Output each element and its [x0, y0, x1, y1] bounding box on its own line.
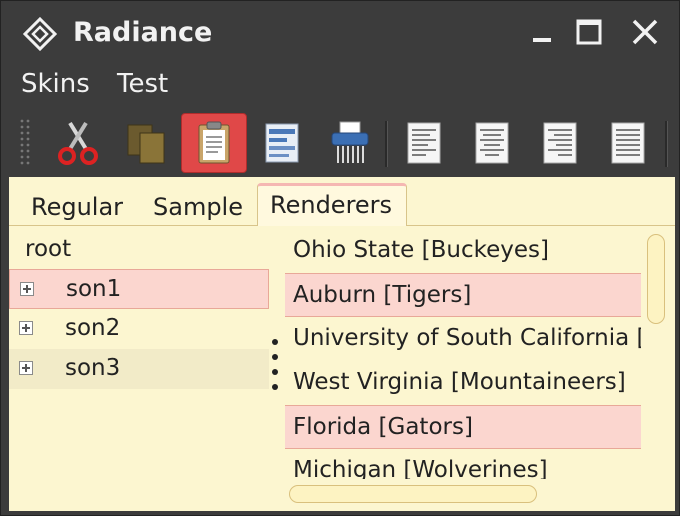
scissors-icon	[58, 121, 98, 165]
close-icon[interactable]	[628, 15, 662, 49]
shredder-button[interactable]	[317, 113, 383, 173]
copy-button[interactable]	[113, 113, 179, 173]
paste-button[interactable]	[181, 113, 247, 173]
menu-skins[interactable]: Skins	[21, 69, 90, 99]
window-title: Radiance	[73, 17, 213, 48]
toolbar	[1, 107, 679, 175]
tree-node-son3[interactable]: son3	[9, 349, 269, 389]
tree-node-label: son2	[65, 315, 121, 341]
copy-icon	[127, 124, 165, 164]
toolbar-grip-handle[interactable]	[19, 117, 31, 169]
justify-icon	[611, 122, 645, 164]
title-bar[interactable]: Radiance	[1, 1, 679, 63]
expand-plus-icon[interactable]	[19, 321, 33, 335]
list-item[interactable]: Auburn [Tigers]	[285, 273, 641, 317]
cut-button[interactable]	[45, 113, 111, 173]
tree-view[interactable]: root son1 son2 son3	[9, 227, 271, 511]
menu-test[interactable]: Test	[117, 69, 169, 99]
list-view[interactable]: Ohio State [Buckeyes] Auburn [Tigers] Un…	[285, 229, 641, 479]
app-logo-icon	[23, 17, 57, 51]
list-item[interactable]: Florida [Gators]	[285, 405, 641, 449]
align-center-button[interactable]	[459, 113, 525, 173]
expand-plus-icon[interactable]	[19, 361, 33, 375]
align-left-button[interactable]	[391, 113, 457, 173]
list-item[interactable]: Michigan [Wolverines]	[293, 457, 548, 479]
toolbar-separator	[665, 121, 668, 167]
shredder-icon	[331, 121, 369, 163]
align-center-icon	[475, 122, 509, 164]
tree-node-label: son1	[66, 276, 122, 302]
tab-strip: Regular Sample Renderers	[9, 177, 675, 226]
align-right-button[interactable]	[527, 113, 593, 173]
clipboard-icon	[198, 121, 230, 164]
toolbar-separator	[385, 121, 388, 167]
tab-sample[interactable]: Sample	[153, 193, 243, 221]
justify-button[interactable]	[595, 113, 661, 173]
tab-regular[interactable]: Regular	[31, 193, 124, 221]
horizontal-scrollbar-thumb[interactable]	[289, 485, 537, 503]
tree-node-label: son3	[65, 355, 121, 381]
tab-renderers[interactable]: Renderers	[257, 183, 407, 226]
tree-node-son2[interactable]: son2	[9, 309, 269, 349]
list-item[interactable]: Ohio State [Buckeyes]	[293, 237, 549, 263]
tree-node-son1[interactable]: son1	[9, 269, 269, 309]
menu-bar: Skins Test	[1, 63, 679, 105]
split-pane-divider[interactable]	[271, 339, 279, 391]
list-item[interactable]: University of South California [Trojans]	[293, 325, 641, 351]
minimize-icon[interactable]	[525, 15, 559, 49]
document-button[interactable]	[249, 113, 315, 173]
expand-plus-icon[interactable]	[20, 282, 34, 296]
content-panel: Regular Sample Renderers root son1 son2 …	[9, 177, 675, 511]
vertical-scrollbar-thumb[interactable]	[647, 234, 665, 324]
align-left-icon	[407, 122, 441, 164]
tree-root-node[interactable]: root	[25, 236, 72, 262]
maximize-icon[interactable]	[572, 15, 606, 49]
align-right-icon	[543, 122, 577, 164]
document-icon	[265, 123, 299, 163]
list-item[interactable]: West Virginia [Mountaineers]	[293, 369, 626, 395]
